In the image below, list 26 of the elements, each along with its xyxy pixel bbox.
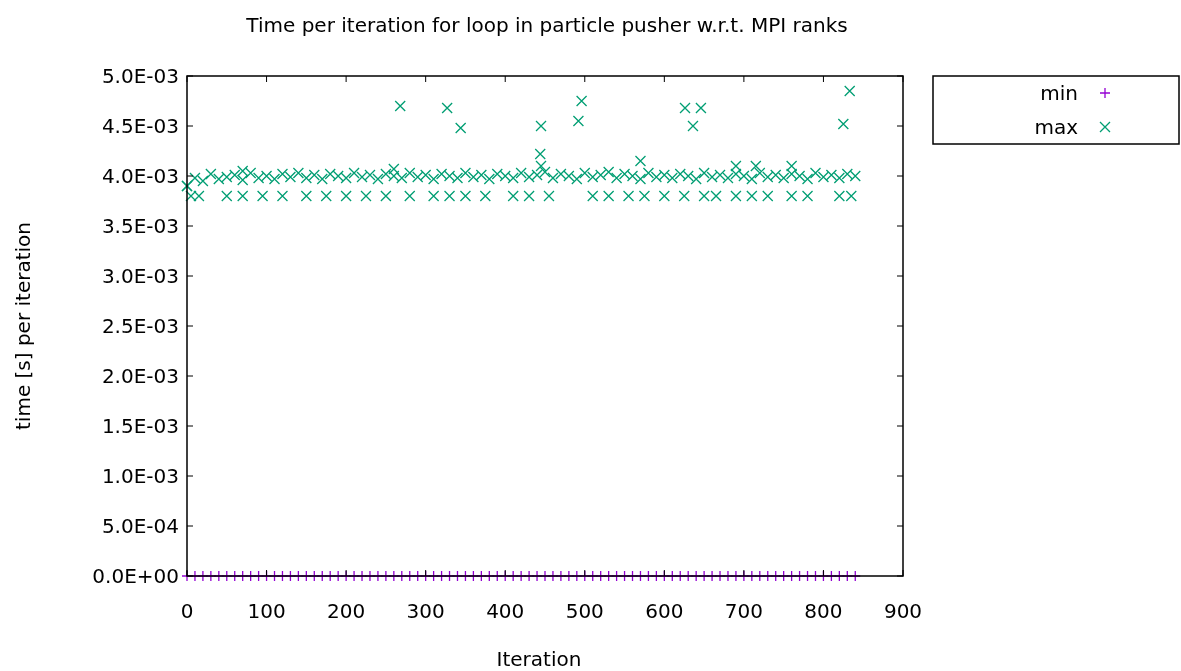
y-tick-label: 3.0E-03	[101, 264, 179, 288]
x-tick-label: 200	[327, 599, 366, 623]
x-tick-label: 600	[645, 599, 684, 623]
x-tick-label: 800	[804, 599, 843, 623]
y-axis-title: time [s] per iteration	[11, 222, 35, 430]
x-tick-label: 0	[180, 599, 194, 623]
y-tick-label: 0.0E+00	[92, 564, 179, 588]
y-tick-label: 1.0E-03	[101, 464, 179, 488]
y-tick-label: 5.0E-03	[101, 64, 179, 88]
legend-label: min	[1040, 81, 1078, 105]
x-tick-label: 500	[565, 599, 604, 623]
x-tick-label: 700	[724, 599, 763, 623]
y-tick-label: 4.0E-03	[101, 164, 179, 188]
x-tick-label: 400	[486, 599, 525, 623]
x-tick-label: 100	[247, 599, 286, 623]
x-tick-label: 900	[883, 599, 923, 623]
y-tick-label: 2.0E-03	[101, 364, 179, 388]
y-tick-label: 4.5E-03	[101, 114, 179, 138]
legend-label: max	[1034, 115, 1079, 139]
y-tick-label: 2.5E-03	[101, 314, 179, 338]
y-tick-label: 1.5E-03	[101, 414, 179, 438]
x-axis-title: Iteration	[496, 647, 582, 671]
x-tick-label: 300	[406, 599, 445, 623]
y-tick-label: 3.5E-03	[101, 214, 179, 238]
y-tick-label: 5.0E-04	[101, 514, 179, 538]
chart-title: Time per iteration for loop in particle pusher w.r.t. MPI ranks	[245, 13, 848, 37]
